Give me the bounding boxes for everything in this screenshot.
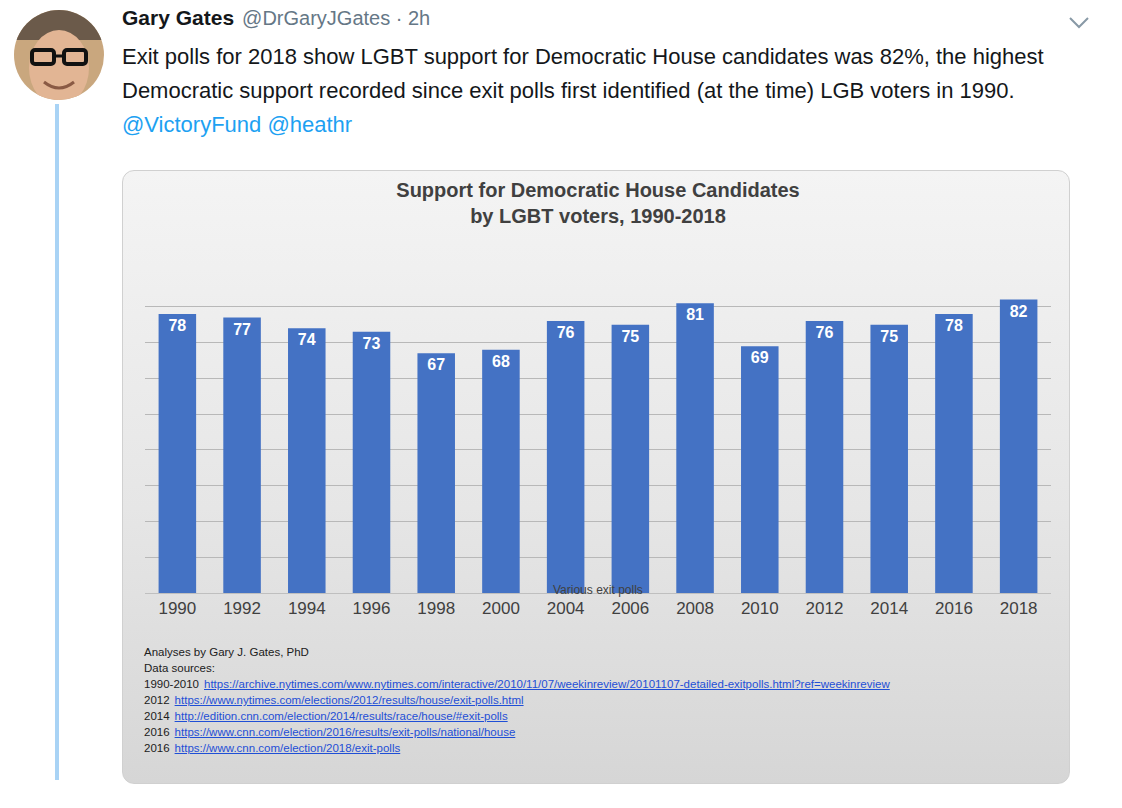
svg-text:1994: 1994 (288, 599, 326, 618)
svg-text:Support for Democratic House C: Support for Democratic House Candidatesb… (396, 179, 799, 227)
svg-text:2008: 2008 (676, 599, 714, 618)
svg-text:74: 74 (298, 331, 316, 348)
svg-text:67: 67 (427, 356, 445, 373)
svg-text:73: 73 (363, 335, 381, 352)
svg-text:77: 77 (233, 321, 251, 338)
html-text:2016 https://www.cnn.com/elect: 2016 https://www.cnn.com/election/2016/r… (144, 726, 516, 738)
svg-text:1996: 1996 (353, 599, 391, 618)
svg-text:2010: 2010 (741, 599, 779, 618)
html-text:2012 https://www.nytimes.com/e: 2012 https://www.nytimes.com/elections/2… (144, 694, 524, 706)
html-text:Analyses by Gary J. Gates, PhD: Analyses by Gary J. Gates, PhD (144, 646, 309, 658)
html-text:Data sources:: Data sources: (144, 662, 215, 674)
svg-text:2016: 2016 (935, 599, 973, 618)
svg-text:1990: 1990 (158, 599, 196, 618)
html-text:1990-2010: 1990-2010 (144, 678, 199, 690)
html-text:Exit polls for 2018 show LGBT: Exit polls for 2018 show LGBT support fo… (122, 44, 1044, 103)
svg-text:68: 68 (492, 353, 510, 370)
svg-text:82: 82 (1010, 303, 1028, 320)
svg-text:1998: 1998 (417, 599, 455, 618)
svg-text:1992: 1992 (223, 599, 261, 618)
svg-text:2000: 2000 (482, 599, 520, 618)
html-text:@VictoryFund @heathr: @VictoryFund @heathr (122, 112, 353, 137)
svg-text:78: 78 (168, 317, 186, 334)
svg-text:Various exit polls: Various exit polls (553, 583, 643, 597)
svg-text:78: 78 (945, 317, 963, 334)
svg-text:2004: 2004 (547, 599, 585, 618)
html-text:2016 https://www.cnn.com/elect: 2016 https://www.cnn.com/election/2018/e… (144, 742, 401, 754)
svg-text:81: 81 (686, 306, 704, 323)
svg-text:75: 75 (621, 328, 639, 345)
svg-text:2006: 2006 (611, 599, 649, 618)
svg-text:76: 76 (557, 324, 575, 341)
svg-text:76: 76 (816, 324, 834, 341)
svg-text:69: 69 (751, 349, 769, 366)
html-text:Gary Gates @DrGaryJGates · 2h: Gary Gates @DrGaryJGates · 2h (122, 6, 431, 29)
svg-text:2014: 2014 (870, 599, 908, 618)
html-text:https://archive.nytimes.com/ww: https://archive.nytimes.com/www.nytimes.… (204, 678, 890, 690)
svg-text:75: 75 (880, 328, 898, 345)
svg-text:2018: 2018 (1000, 599, 1038, 618)
html-text:2014 http://edition.cnn.com/el: 2014 http://edition.cnn.com/election/201… (144, 710, 508, 722)
svg-text:2012: 2012 (806, 599, 844, 618)
